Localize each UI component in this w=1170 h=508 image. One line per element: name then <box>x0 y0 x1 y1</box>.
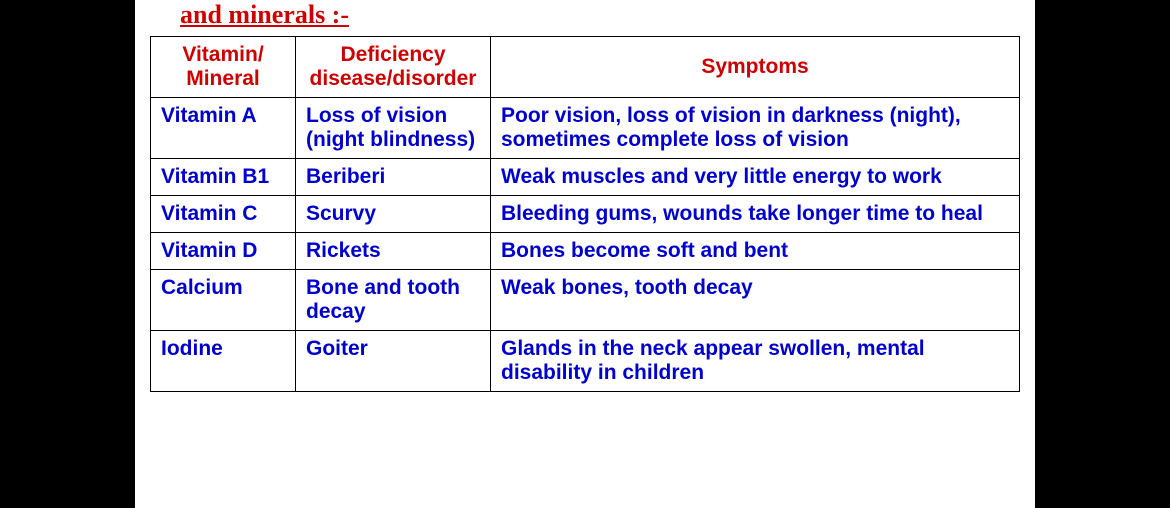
title-fragment: and minerals :- <box>180 0 1020 30</box>
cell-disease: Loss of vision (night blindness) <box>296 98 491 159</box>
cell-symptoms: Glands in the neck appear swollen, menta… <box>491 331 1020 392</box>
cell-symptoms: Poor vision, loss of vision in darkness … <box>491 98 1020 159</box>
cell-disease: Scurvy <box>296 196 491 233</box>
cell-symptoms: Weak bones, tooth decay <box>491 270 1020 331</box>
deficiency-table: Vitamin/ Mineral Deficiency disease/diso… <box>150 36 1020 392</box>
table-row: Calcium Bone and tooth decay Weak bones,… <box>151 270 1020 331</box>
cell-vitamin: Iodine <box>151 331 296 392</box>
table-row: Iodine Goiter Glands in the neck appear … <box>151 331 1020 392</box>
slide-container: and minerals :- Vitamin/ Mineral Deficie… <box>135 0 1035 508</box>
cell-vitamin: Calcium <box>151 270 296 331</box>
table-row: Vitamin B1 Beriberi Weak muscles and ver… <box>151 159 1020 196</box>
cell-disease: Goiter <box>296 331 491 392</box>
header-deficiency: Deficiency disease/disorder <box>296 37 491 98</box>
table-header-row: Vitamin/ Mineral Deficiency disease/diso… <box>151 37 1020 98</box>
table-body: Vitamin A Loss of vision (night blindnes… <box>151 98 1020 392</box>
table-row: Vitamin C Scurvy Bleeding gums, wounds t… <box>151 196 1020 233</box>
cell-vitamin: Vitamin D <box>151 233 296 270</box>
cell-vitamin: Vitamin C <box>151 196 296 233</box>
cell-disease: Beriberi <box>296 159 491 196</box>
cell-vitamin: Vitamin A <box>151 98 296 159</box>
cell-symptoms: Weak muscles and very little energy to w… <box>491 159 1020 196</box>
cell-symptoms: Bleeding gums, wounds take longer time t… <box>491 196 1020 233</box>
table-row: Vitamin D Rickets Bones become soft and … <box>151 233 1020 270</box>
header-vitamin-mineral: Vitamin/ Mineral <box>151 37 296 98</box>
cell-disease: Bone and tooth decay <box>296 270 491 331</box>
cell-disease: Rickets <box>296 233 491 270</box>
table-row: Vitamin A Loss of vision (night blindnes… <box>151 98 1020 159</box>
cell-symptoms: Bones become soft and bent <box>491 233 1020 270</box>
cell-vitamin: Vitamin B1 <box>151 159 296 196</box>
header-symptoms: Symptoms <box>491 37 1020 98</box>
